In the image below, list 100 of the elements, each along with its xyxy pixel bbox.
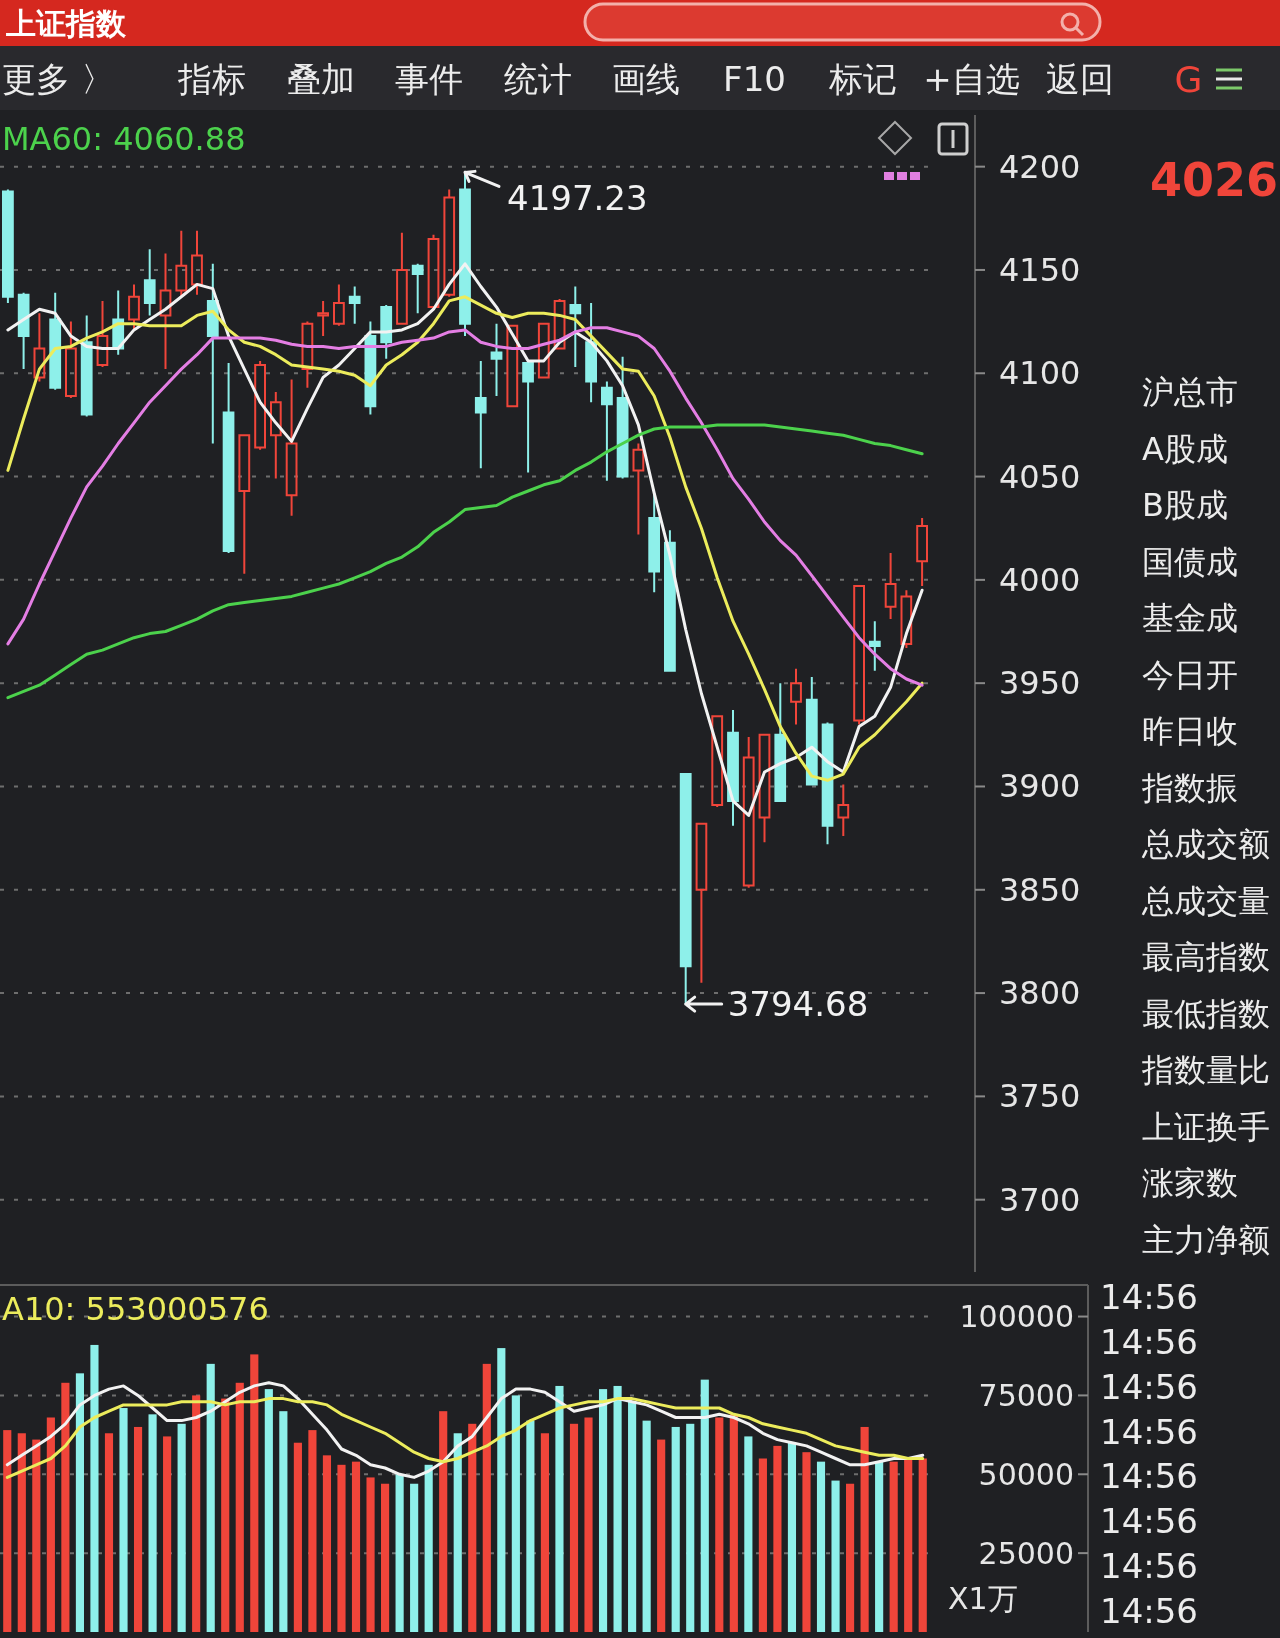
- bar: [410, 1483, 419, 1632]
- text: 今日开: [1142, 655, 1238, 694]
- bar: [918, 1458, 927, 1632]
- bar: [584, 1417, 593, 1632]
- candlestick: [396, 231, 408, 325]
- candlestick: [900, 589, 913, 649]
- y-tick-label: 4150: [999, 250, 1081, 289]
- bar: [468, 1423, 477, 1632]
- bar: [860, 1426, 869, 1632]
- line-series: [5, 1381, 925, 1479]
- candlestick: [774, 682, 787, 802]
- bar: [642, 1420, 651, 1633]
- candlestick: [254, 359, 266, 451]
- text: 涨家数: [1142, 1164, 1238, 1203]
- bar: [351, 1461, 361, 1632]
- text: 14:56: [1100, 1277, 1198, 1317]
- candlestick: [711, 715, 724, 809]
- candlestick: [128, 283, 140, 331]
- bar: [424, 1464, 433, 1632]
- text: 总成交量: [1141, 881, 1270, 920]
- candlestick: [522, 359, 534, 474]
- bar: [686, 1423, 695, 1632]
- bar: [104, 1433, 114, 1632]
- bar: [293, 1442, 302, 1632]
- bar: [250, 1354, 259, 1632]
- bar: [395, 1474, 404, 1632]
- bar: [163, 1436, 172, 1632]
- bar: [628, 1401, 637, 1632]
- bar: [657, 1439, 666, 1632]
- bar: [846, 1483, 855, 1632]
- text: 14:56: [1100, 1456, 1198, 1497]
- candlestick: [853, 585, 865, 726]
- y-axis-title: X1万: [948, 1580, 1018, 1616]
- text: A10: 553000576: [2, 1290, 269, 1328]
- candlestick: [742, 735, 755, 889]
- bar: [729, 1414, 738, 1632]
- y-tick-label: 100000: [959, 1299, 1074, 1335]
- text: B股成: [1142, 486, 1228, 525]
- candlestick: [2, 188, 14, 304]
- y-tick-label: 3800: [999, 974, 1081, 1013]
- bar: [613, 1385, 622, 1633]
- bar: [322, 1455, 332, 1633]
- text: 最低指数: [1142, 994, 1270, 1033]
- annotation: 3794.68: [727, 984, 869, 1025]
- text: 更多 〉: [2, 59, 115, 99]
- text: 标记: [828, 59, 897, 99]
- text: MA60: 4060.88: [2, 120, 246, 158]
- bar: [715, 1417, 724, 1632]
- bar: [381, 1483, 390, 1632]
- bar: [904, 1458, 913, 1632]
- text: 基金成: [1142, 599, 1238, 638]
- y-tick-label: 4050: [999, 457, 1081, 496]
- candlestick: [569, 285, 582, 369]
- y-tick-label: 50000: [978, 1456, 1074, 1492]
- bar: [32, 1439, 41, 1632]
- candlestick: [727, 709, 739, 827]
- candlestick: [238, 434, 251, 575]
- candlestick: [270, 390, 282, 480]
- line-series: [6, 423, 924, 700]
- candlestick: [585, 302, 597, 404]
- bar: [177, 1423, 186, 1632]
- candlestick: [553, 297, 566, 350]
- candlestick: [380, 304, 393, 360]
- text: 14:56: [1100, 1321, 1198, 1362]
- bar: [758, 1458, 767, 1632]
- text: 14:56: [1100, 1411, 1198, 1452]
- bar: [264, 1389, 273, 1632]
- bar: [308, 1430, 317, 1632]
- line-series: [6, 326, 924, 687]
- bar: [119, 1408, 128, 1632]
- candlestick: [222, 361, 235, 554]
- text: 14:56: [1100, 1501, 1198, 1542]
- y-tick-label: 4000: [999, 560, 1081, 599]
- bar: [75, 1373, 84, 1632]
- text: 上证指数: [5, 5, 127, 41]
- candlestick: [537, 322, 550, 379]
- text: 4026: [1150, 153, 1279, 207]
- text: 指数振: [1141, 768, 1238, 807]
- bar: [46, 1417, 55, 1632]
- candlestick: [175, 229, 188, 298]
- candlestick: [317, 299, 329, 338]
- bar: [192, 1395, 201, 1632]
- candlestick: [790, 667, 802, 726]
- line-series: [5, 1397, 925, 1479]
- text: 主力净额: [1142, 1221, 1270, 1259]
- candlestick: [17, 291, 30, 371]
- candlestick: [333, 283, 345, 327]
- text: 14:56: [1100, 1366, 1198, 1407]
- bar: [235, 1382, 244, 1632]
- candlestick: [805, 676, 818, 786]
- bar: [540, 1433, 549, 1632]
- bar: [3, 1430, 12, 1632]
- bar: [279, 1411, 288, 1632]
- y-tick-label: 3850: [999, 870, 1081, 909]
- bar: [439, 1411, 448, 1632]
- candlestick: [758, 733, 771, 844]
- bar: [700, 1379, 709, 1632]
- text: 事件: [395, 59, 463, 99]
- bar: [133, 1426, 143, 1632]
- candlestick: [191, 229, 203, 296]
